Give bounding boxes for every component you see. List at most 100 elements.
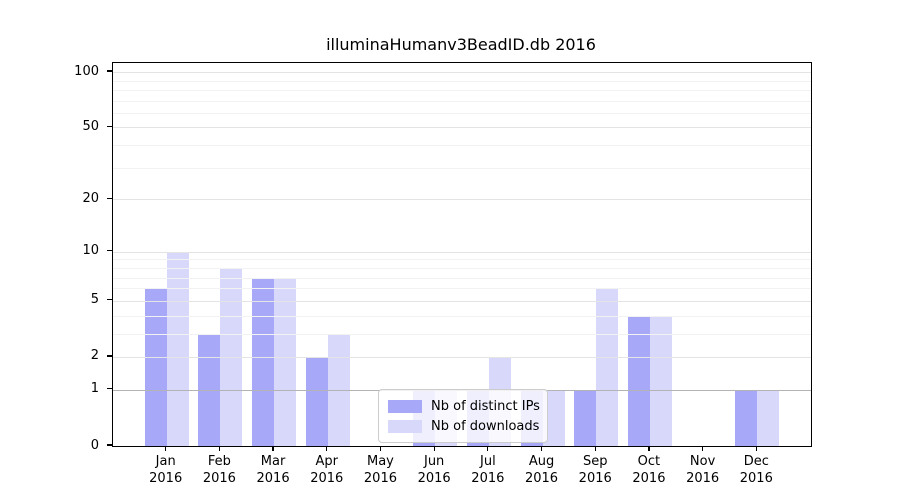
year-label: 2016 (578, 471, 612, 486)
bar-downloads-sep (596, 288, 619, 446)
x-tick-sep (594, 446, 596, 451)
gridline-y-7 (113, 277, 811, 279)
bar-distinct-ips-apr (305, 357, 328, 446)
gridline-y-60 (113, 112, 811, 114)
month-label: May (367, 454, 394, 469)
gridline-y-3 (113, 333, 811, 335)
month-label: Mar (260, 454, 286, 469)
x-tick-apr (326, 446, 328, 451)
gridline-y-70 (113, 100, 811, 102)
bar-downloads-mar (274, 277, 297, 446)
gridline-y-4 (113, 315, 811, 317)
bar-downloads-aug (542, 389, 565, 446)
gridline-y-50 (113, 127, 811, 129)
bar-downloads-jan (166, 251, 189, 446)
x-tick-label-apr: Apr 2016 (297, 453, 357, 487)
x-tick-label-jun: Jun 2016 (404, 453, 464, 487)
x-tick-may (379, 446, 382, 451)
month-label: Jan (155, 454, 176, 469)
x-tick-label-jan: Jan 2016 (136, 453, 196, 487)
gridline-y-20 (113, 199, 811, 201)
legend-item-distinct-ips: Nb of distinct IPs (388, 396, 540, 416)
year-label: 2016 (686, 471, 720, 486)
y-tick-label-0: 0 (90, 437, 99, 453)
gridline-y-10 (113, 251, 811, 253)
gridline-y-5 (113, 300, 811, 302)
gridline-y-2 (113, 356, 811, 358)
month-label: Jun (423, 454, 445, 469)
y-tick-5 (107, 299, 112, 301)
bar-distinct-ips-dec (735, 389, 758, 446)
month-label: Nov (689, 454, 716, 469)
year-label: 2016 (632, 471, 666, 486)
y-tick-20 (107, 197, 112, 199)
x-tick-label-nov: Nov 2016 (673, 453, 733, 487)
year-label: 2016 (256, 471, 290, 486)
legend-label-downloads: Nb of downloads (431, 418, 540, 434)
y-tick-label-50: 50 (82, 118, 99, 134)
x-tick-dec (755, 446, 757, 451)
legend: Nb of distinct IPs Nb of downloads (378, 389, 548, 443)
bar-downloads-dec (757, 389, 780, 446)
gridline-y-6 (113, 288, 811, 290)
y-tick-50 (107, 125, 112, 128)
y-tick-label-1: 1 (90, 381, 99, 397)
legend-item-downloads: Nb of downloads (388, 416, 540, 436)
x-tick-label-feb: Feb 2016 (189, 453, 249, 487)
bar-distinct-ips-sep (574, 389, 597, 446)
y-tick-label-10: 10 (82, 243, 99, 259)
month-label: Sep (582, 454, 608, 469)
year-label: 2016 (202, 471, 236, 486)
x-tick-label-jul: Jul 2016 (458, 453, 518, 487)
month-label: Dec (743, 454, 769, 469)
y-tick-100 (107, 70, 112, 72)
x-tick-jul (487, 446, 489, 451)
year-label: 2016 (363, 471, 397, 486)
month-label: Oct (637, 454, 661, 469)
x-tick-nov (702, 446, 704, 451)
x-tick-feb (218, 446, 220, 451)
y-tick-10 (107, 250, 112, 252)
x-tick-label-dec: Dec 2016 (726, 453, 786, 487)
month-label: Aug (528, 454, 555, 469)
y-tick-label-2: 2 (90, 348, 99, 364)
bar-downloads-oct (649, 315, 672, 446)
y-tick-1 (107, 388, 112, 390)
y-tick-2 (107, 355, 112, 357)
x-tick-jan (165, 446, 167, 451)
gridline-y-90 (113, 80, 811, 82)
x-tick-jun (433, 446, 435, 451)
y-tick-0 (107, 444, 112, 446)
x-tick-mar (272, 446, 274, 451)
gridline-y-40 (113, 145, 811, 147)
bar-distinct-ips-mar (252, 277, 275, 446)
gridline-y-9 (113, 259, 811, 261)
x-tick-label-sep: Sep 2016 (565, 453, 625, 487)
x-tick-label-aug: Aug 2016 (512, 453, 572, 487)
month-label: Jul (480, 454, 496, 469)
y-tick-label-20: 20 (82, 190, 99, 206)
x-tick-label-may: May 2016 (350, 453, 410, 487)
legend-swatch-downloads (388, 419, 422, 433)
year-label: 2016 (524, 471, 559, 486)
year-label: 2016 (739, 471, 773, 486)
y-tick-label-100: 100 (74, 63, 99, 79)
year-label: 2016 (471, 471, 505, 486)
x-tick-label-mar: Mar 2016 (243, 453, 303, 487)
bar-distinct-ips-oct (627, 315, 650, 446)
year-label: 2016 (310, 471, 344, 486)
gridline-y-30 (113, 167, 811, 169)
bar-distinct-ips-jan (144, 288, 167, 446)
chart-title: illuminaHumanv3BeadID.db 2016 (326, 35, 596, 54)
year-label: 2016 (417, 471, 451, 486)
gridline-y-8 (113, 267, 811, 269)
x-tick-oct (648, 446, 650, 451)
gridline-y-100 (113, 72, 811, 74)
month-label: Feb (207, 454, 231, 469)
y-tick-label-5: 5 (90, 292, 99, 308)
month-label: Apr (315, 454, 339, 469)
x-tick-label-oct: Oct 2016 (619, 453, 679, 487)
legend-label-distinct-ips: Nb of distinct IPs (431, 398, 540, 414)
legend-swatch-distinct-ips (388, 399, 422, 413)
